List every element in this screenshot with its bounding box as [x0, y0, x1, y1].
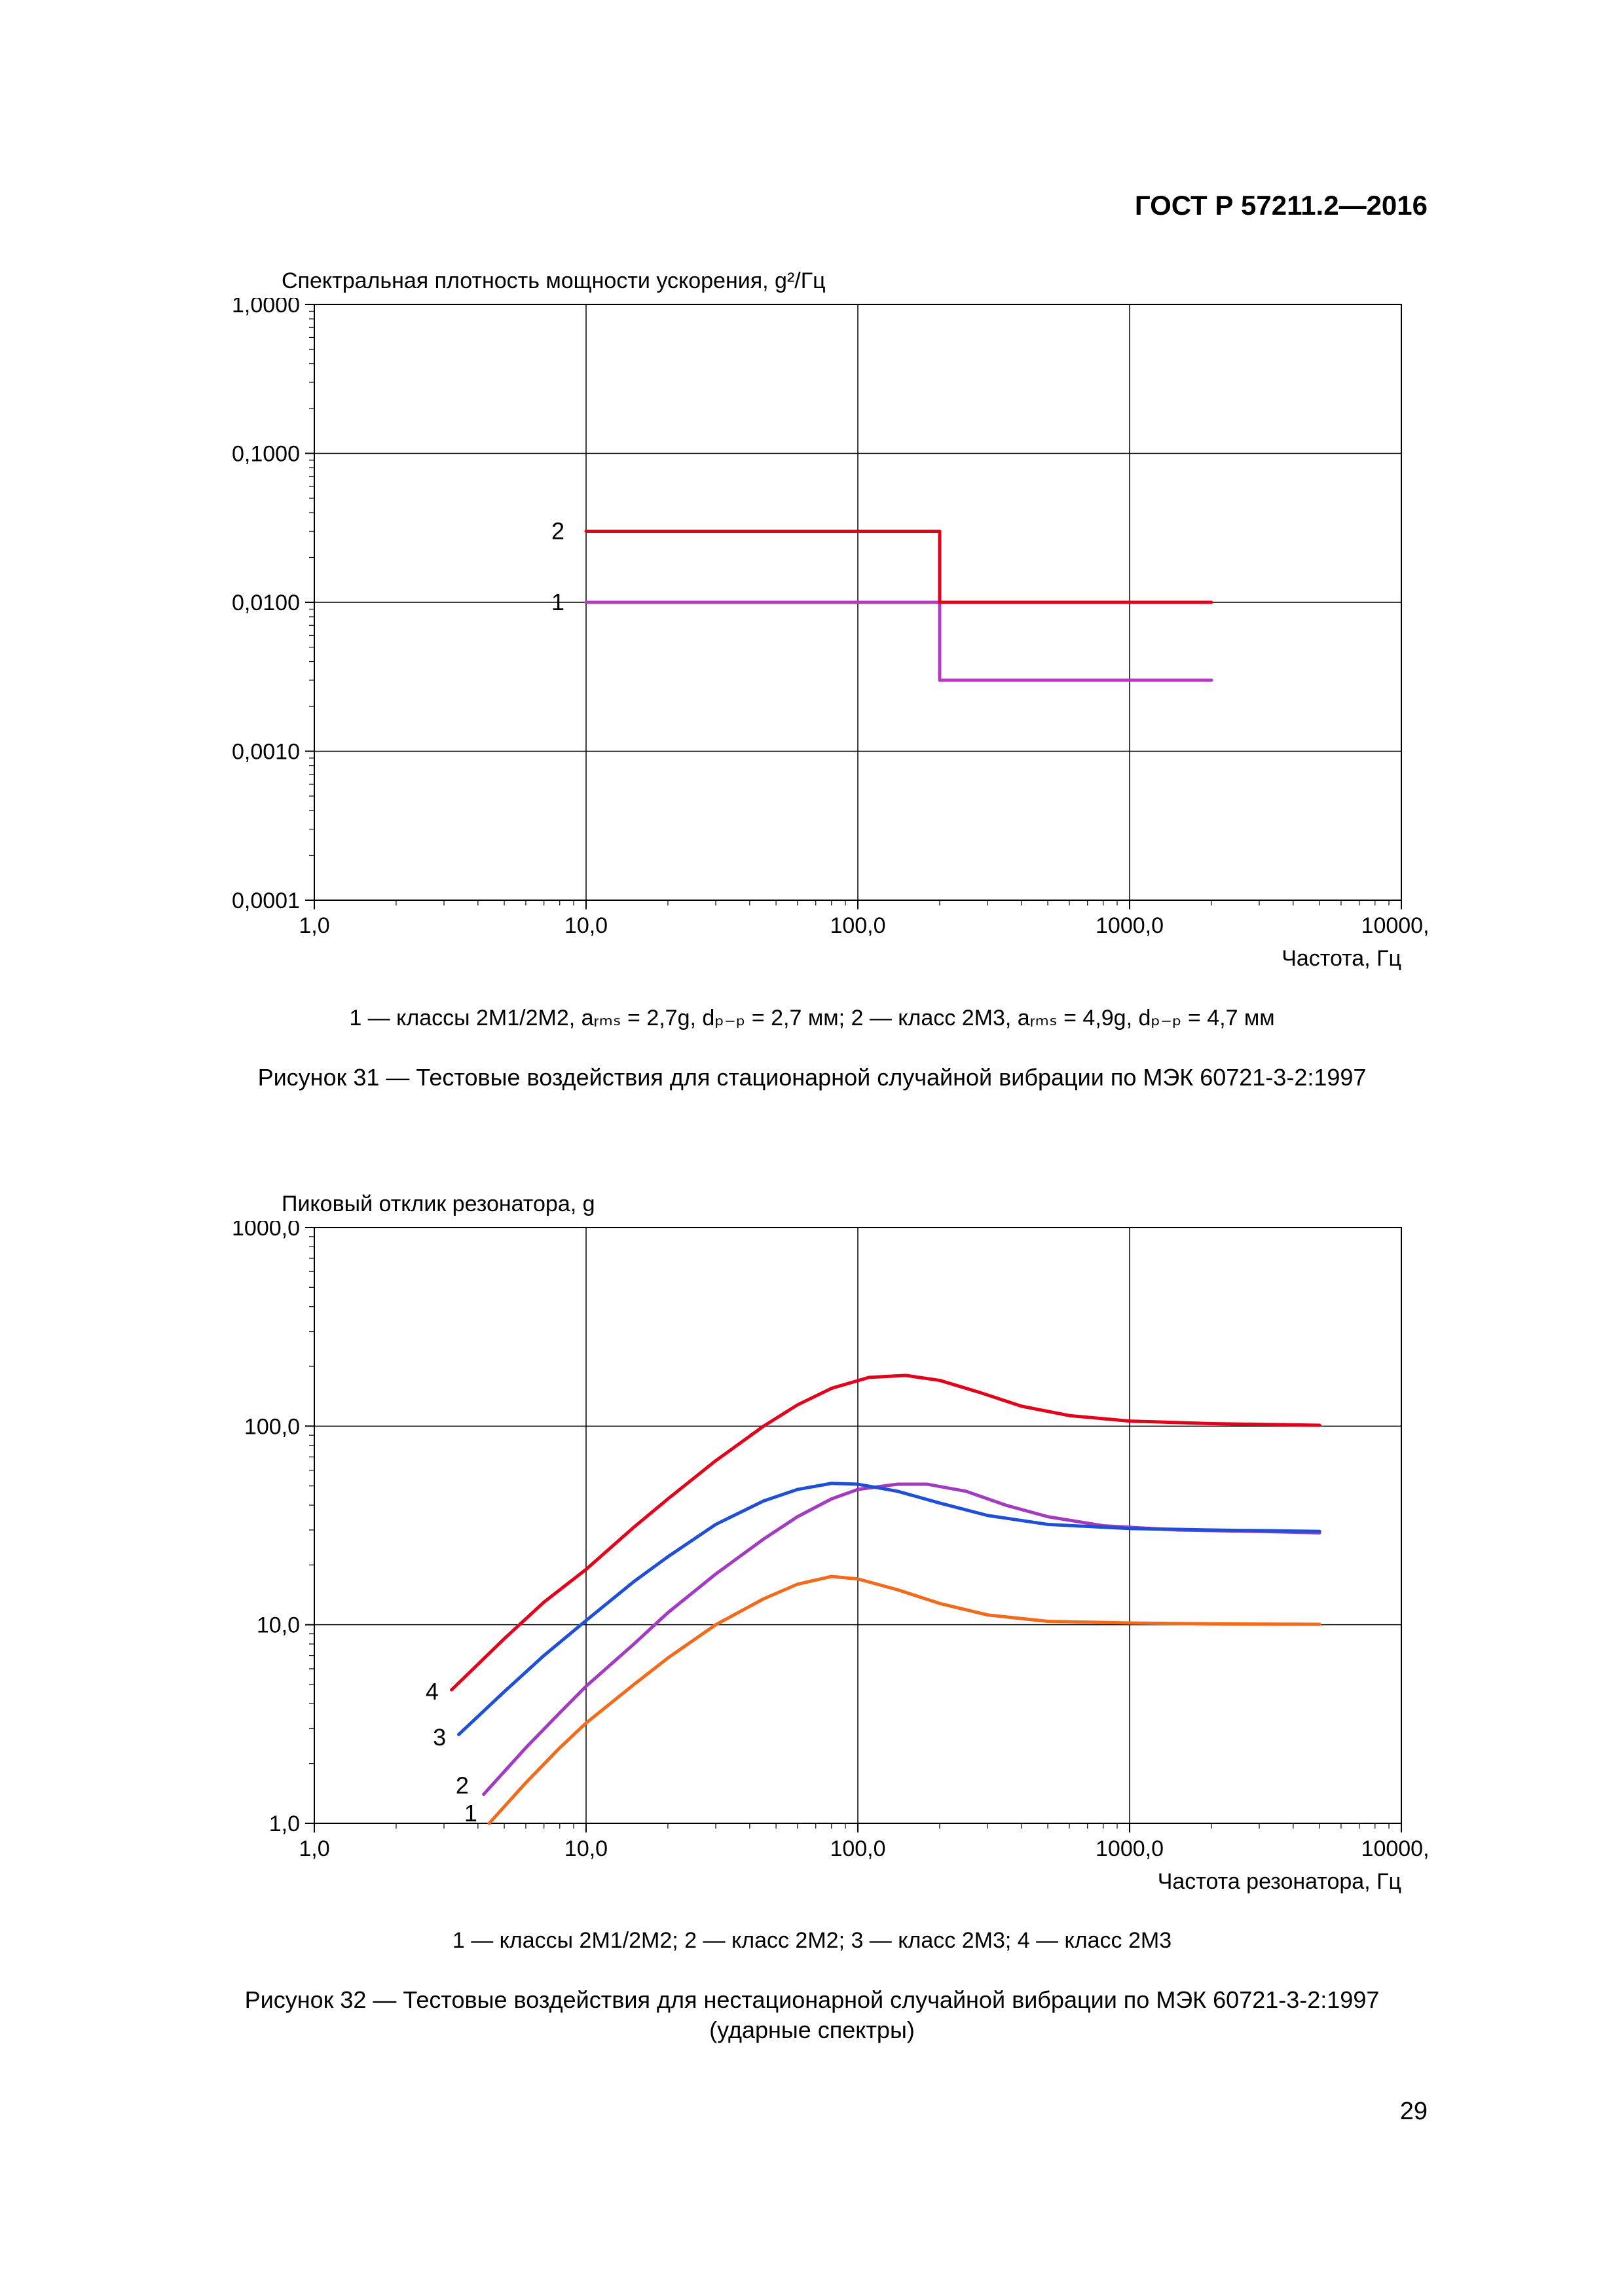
series-1 — [586, 602, 1211, 680]
series-label: 1 — [551, 589, 564, 615]
svg-text:Частота, Гц: Частота, Гц — [1282, 946, 1401, 971]
svg-text:100,0: 100,0 — [244, 1414, 300, 1439]
svg-text:100,0: 100,0 — [830, 1836, 885, 1861]
chart31-y-axis-title: Спектральная плотность мощности ускорени… — [282, 268, 1428, 294]
series-label: 2 — [551, 517, 564, 544]
svg-text:10,0: 10,0 — [564, 1836, 608, 1861]
chart31-svg: 1,0 10,0 100,0 1000,0 10000,0 0,0001 0,0010 0,0… — [196, 298, 1428, 972]
chart-32-block: Пиковый отклик резонатора, g 1,0 10,0 100,… — [196, 1192, 1428, 2044]
svg-text:1,0000: 1,0000 — [232, 298, 300, 318]
page: ГОСТ Р 57211.2—2016 Спектральная плотнос… — [0, 0, 1624, 2296]
chart32-y-axis-title: Пиковый отклик резонатора, g — [282, 1192, 1428, 1217]
series-label: 3 — [433, 1724, 446, 1751]
series-3 — [459, 1484, 1320, 1735]
svg-text:1000,0: 1000,0 — [1096, 1836, 1164, 1861]
svg-text:1,0: 1,0 — [269, 1812, 300, 1836]
svg-text:0,0001: 0,0001 — [232, 888, 300, 913]
chart32-caption-line2: (ударные спектры) — [196, 2016, 1428, 2044]
series-label: 2 — [456, 1772, 469, 1798]
chart32-caption-line1: Рисунок 32 — Тестовые воздействия для не… — [196, 1986, 1428, 2014]
svg-text:1000,0: 1000,0 — [232, 1221, 300, 1241]
chart32-svg: 1,0 10,0 100,0 1000,0 10000,0 1,0 10,0 100,0 100… — [196, 1221, 1428, 1895]
svg-text:0,0100: 0,0100 — [232, 591, 300, 615]
series-label: 4 — [426, 1678, 439, 1705]
svg-text:10000,0: 10000,0 — [1361, 1836, 1428, 1861]
series-4 — [452, 1376, 1320, 1690]
svg-text:0,0010: 0,0010 — [232, 740, 300, 765]
chart31-caption: Рисунок 31 — Тестовые воздействия для ст… — [196, 1064, 1428, 1091]
svg-text:1,0: 1,0 — [299, 1836, 329, 1861]
svg-text:10,0: 10,0 — [564, 913, 608, 938]
svg-text:1,0: 1,0 — [299, 913, 329, 938]
svg-text:0,1000: 0,1000 — [232, 442, 300, 467]
svg-text:10000,0: 10000,0 — [1361, 913, 1428, 938]
svg-text:10,0: 10,0 — [257, 1613, 300, 1638]
chart31-legend: 1 — классы 2М1/2М2, aᵣₘₛ = 2,7g, dₚ₋ₚ = … — [196, 1005, 1428, 1031]
series-2 — [586, 531, 1211, 602]
chart32-legend: 1 — классы 2М1/2М2; 2 — класс 2М2; 3 — к… — [196, 1928, 1428, 1954]
chart-31-block: Спектральная плотность мощности ускорени… — [196, 268, 1428, 1091]
svg-text:Частота резонатора, Гц: Частота резонатора, Гц — [1158, 1869, 1401, 1894]
svg-text:1000,0: 1000,0 — [1096, 913, 1164, 938]
document-header: ГОСТ Р 57211.2—2016 — [1135, 190, 1428, 221]
series-label: 1 — [464, 1800, 477, 1827]
series-1 — [489, 1576, 1320, 1823]
page-number: 29 — [1400, 2098, 1428, 2126]
svg-text:100,0: 100,0 — [830, 913, 885, 938]
